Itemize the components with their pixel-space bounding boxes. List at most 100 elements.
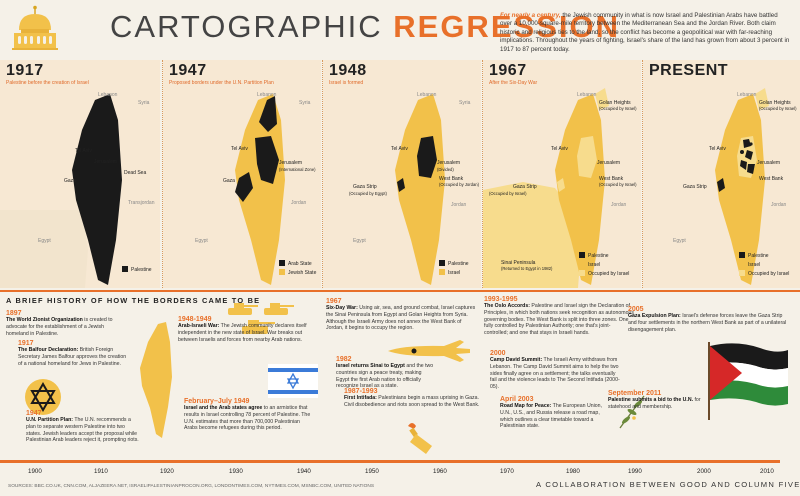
timeline-tick: 1940 [297, 468, 311, 475]
star-of-david-icon [25, 379, 61, 415]
map-year: 1917 [6, 62, 44, 79]
legend-item: Occupied by Israel [739, 270, 789, 277]
label-gaza-strip: Gaza Strip [683, 184, 707, 190]
legend-item: Palestine [739, 252, 769, 259]
label-gaza-strip: Gaza Strip [513, 184, 537, 190]
label-sinai-note: (Returned to Egypt in 1982) [501, 266, 553, 271]
event-1993: 1993-1995 The Oslo Accords: Palestine an… [484, 296, 634, 337]
label-dead-sea: Dead Sea [124, 170, 147, 176]
map-panel-1948: 1948 Israel is formed Lebanon Syria Tel … [322, 60, 481, 288]
page-title: CARTOGRAPHIC REGRESSION [110, 10, 620, 44]
label-west-bank: West Bank [439, 176, 464, 182]
timeline-tick: 1910 [94, 468, 108, 475]
event-2011: September 2011 Palestine submits a bid t… [608, 390, 701, 410]
intro-lead: For nearly a century, [500, 12, 561, 19]
label-tel-aviv: Tel Aviv [551, 146, 568, 152]
molotov-icon [408, 423, 432, 454]
label-lebanon: Lebanon [577, 92, 597, 98]
label-syria: Syria [459, 100, 471, 106]
event-1947: 1947 U.N. Partition Plan: The U.N. recom… [26, 410, 139, 444]
event-2003: April 2003 Road Map for Peace: The Europ… [500, 396, 602, 430]
label-lebanon: Lebanon [257, 92, 277, 98]
label-west-bank: West Bank [759, 176, 784, 182]
event-1987: 1987-1993 First Intifada: Palestinians b… [344, 388, 480, 408]
label-syria: Syria [138, 100, 150, 106]
event-1982: 1982 Israel returns Sinai to Egypt and t… [336, 356, 434, 390]
label-egypt: Egypt [195, 238, 208, 244]
map-year: 1948 [329, 62, 367, 79]
timeline-tick: 1950 [365, 468, 379, 475]
collaboration-credit: A COLLABORATION BETWEEN GOOD AND COLUMN … [536, 480, 800, 489]
map-panel-present: PRESENT Lebanon Golan Heights (Occupied … [642, 60, 800, 288]
label-tel-aviv: Tel Aviv [391, 146, 408, 152]
legend-item: Arab State [279, 260, 312, 267]
label-jordan: Jordan [451, 202, 467, 208]
label-occ-israel: (Occupied by Israel) [759, 106, 797, 111]
label-gaza-strip: Gaza Strip [353, 184, 377, 190]
timeline-tick: 1930 [229, 468, 243, 475]
intro-text: For nearly a century, the Jewish communi… [500, 12, 790, 54]
label-sinai: Sinai Peninsula [501, 260, 536, 266]
map-caption: After the Six-Day War [489, 80, 538, 86]
section-divider [0, 290, 800, 292]
history-title: A BRIEF HISTORY OF HOW THE BORDERS CAME … [6, 296, 261, 305]
timeline-tick: 1900 [28, 468, 42, 475]
title-part2: REGRESSION [393, 9, 620, 44]
label-west-bank: West Bank [599, 176, 624, 182]
event-1948: 1948-1949 Arab-Israeli War: The Jewish c… [178, 316, 307, 343]
label-jordan: Jordan [291, 200, 307, 206]
map-year: PRESENT [649, 62, 729, 79]
israeli-flag-icon [268, 364, 318, 398]
event-1917: 1917 The Balfour Declaration: British Fo… [18, 340, 127, 367]
legend-item: Palestine [439, 260, 469, 267]
map-caption: Israel is formed [329, 80, 364, 86]
map-panel-1917: 1917 Palestine before the creation of Is… [0, 60, 160, 288]
timeline-tick: 2010 [760, 468, 774, 475]
tanks-icon [228, 303, 294, 334]
label-occ-israel: (Occupied by Israel) [599, 182, 637, 187]
legend-item: Israel [739, 261, 760, 268]
map-caption: Palestine before the creation of Israel [6, 80, 89, 86]
label-jordan: Jordan [771, 202, 787, 208]
label-lebanon: Lebanon [737, 92, 757, 98]
sources: SOURCES: BBC.CO.UK, CNN.COM, ALJAZEERA.N… [8, 484, 375, 489]
label-divided: (Divided) [437, 167, 454, 172]
timeline-tick: 2000 [697, 468, 711, 475]
label-gaza: Gaza [64, 178, 76, 184]
legend-item: Palestine [579, 252, 609, 259]
timeline-bar [0, 460, 780, 463]
label-occ-israel: (Occupied by Israel) [489, 191, 527, 196]
map-year: 1967 [489, 62, 527, 79]
label-tel-aviv: Tel Aviv [709, 146, 726, 152]
title-part1: CARTOGRAPHIC [110, 9, 383, 44]
event-1967: 1967 Six-Day War: Using air, sea, and gr… [326, 298, 476, 332]
legend-item: Palestine [122, 266, 152, 273]
palestinian-flag-icon [708, 342, 788, 420]
label-occ-israel: (Occupied by Israel) [599, 106, 637, 111]
label-egypt: Egypt [353, 238, 366, 244]
label-jerusalem: Jerusalem [597, 160, 621, 166]
timeline-tick: 1970 [500, 468, 514, 475]
label-intl-zone: (International Zone) [279, 167, 316, 172]
timeline-tick: 1920 [160, 468, 174, 475]
timeline-tick: 1960 [433, 468, 447, 475]
israel-silhouette-icon [140, 322, 172, 438]
timeline-tick: 1990 [628, 468, 642, 475]
map-panel-1967: 1967 After the Six-Day War Lebanon Golan… [482, 60, 641, 288]
label-egypt: Egypt [38, 238, 51, 244]
legend-item: Israel [439, 269, 460, 276]
event-1897: 1897 The World Zionist Organization is c… [6, 310, 113, 337]
label-syria: Syria [299, 100, 311, 106]
label-gaza: Gaza [223, 178, 235, 184]
label-lebanon: Lebanon [417, 92, 437, 98]
label-egypt: Egypt [673, 238, 686, 244]
label-tel-aviv: Tel Aviv [231, 146, 248, 152]
map-year: 1947 [169, 62, 207, 79]
label-occ-egypt: (Occupied by Egypt) [349, 191, 387, 196]
label-transjordan: Transjordan [128, 200, 155, 206]
label-jerusalem: Jerusalem [279, 160, 303, 166]
legend-item: Jewish State [279, 269, 316, 276]
label-golan: Golan Heights [599, 100, 631, 106]
intro-body: the Jewish community in what is now Isra… [500, 12, 790, 53]
label-golan: Golan Heights [759, 100, 791, 106]
